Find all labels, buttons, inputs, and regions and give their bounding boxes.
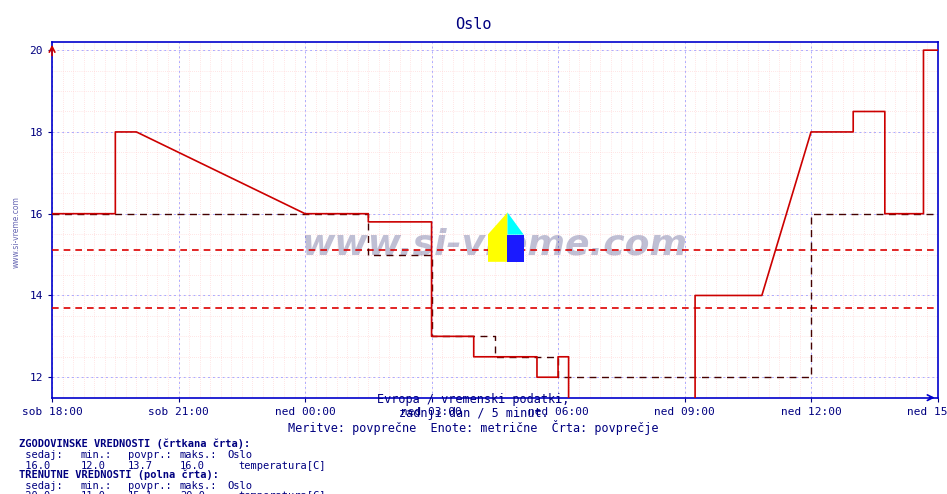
Text: maks.:: maks.: (180, 481, 218, 491)
Polygon shape (508, 212, 524, 235)
Text: zadnji dan / 5 minut.: zadnji dan / 5 minut. (399, 408, 548, 420)
Text: sedaj:: sedaj: (19, 481, 63, 491)
Text: TRENUTNE VREDNOSTI (polna črta):: TRENUTNE VREDNOSTI (polna črta): (19, 469, 219, 480)
Text: 20.0: 20.0 (180, 492, 205, 494)
Text: temperatura[C]: temperatura[C] (239, 492, 326, 494)
Text: Meritve: povprečne  Enote: metrične  Črta: povprečje: Meritve: povprečne Enote: metrične Črta:… (288, 420, 659, 435)
Text: Oslo: Oslo (456, 17, 491, 32)
Text: povpr.:: povpr.: (128, 450, 171, 460)
Text: 16.0: 16.0 (180, 461, 205, 471)
Text: ZGODOVINSKE VREDNOSTI (črtkana črta):: ZGODOVINSKE VREDNOSTI (črtkana črta): (19, 439, 250, 449)
Text: 11.0: 11.0 (80, 492, 105, 494)
Text: Oslo: Oslo (227, 481, 252, 491)
Text: 12.0: 12.0 (80, 461, 105, 471)
Text: sedaj:: sedaj: (19, 450, 63, 460)
Text: temperatura[C]: temperatura[C] (239, 461, 326, 471)
Text: min.:: min.: (80, 450, 112, 460)
Polygon shape (508, 235, 524, 262)
Text: povpr.:: povpr.: (128, 481, 171, 491)
Text: maks.:: maks.: (180, 450, 218, 460)
Text: Oslo: Oslo (227, 450, 252, 460)
Polygon shape (488, 212, 508, 262)
Text: www.si-vreme.com: www.si-vreme.com (302, 228, 688, 262)
Text: 20.0: 20.0 (19, 492, 50, 494)
Text: 15.1: 15.1 (128, 492, 152, 494)
Text: Evropa / vremenski podatki,: Evropa / vremenski podatki, (377, 393, 570, 406)
Text: 13.7: 13.7 (128, 461, 152, 471)
Text: www.si-vreme.com: www.si-vreme.com (11, 196, 21, 268)
Text: 16.0: 16.0 (19, 461, 50, 471)
Text: min.:: min.: (80, 481, 112, 491)
